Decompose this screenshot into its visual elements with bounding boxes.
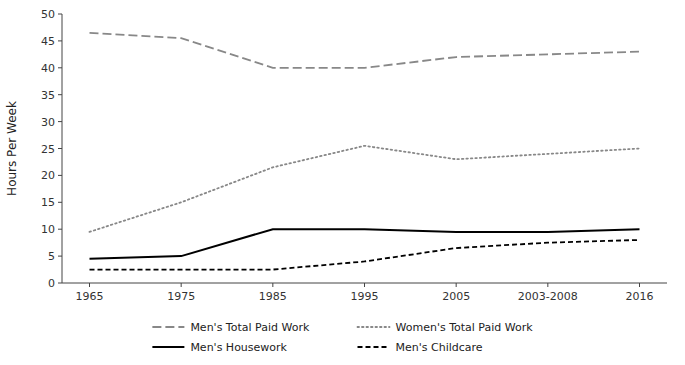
chart: 0 5 10 15 20 25 30 35 40 45 50 Hours Per Week 1965 19… [0,0,685,365]
x-tick [181,283,182,287]
y-tick [58,256,62,257]
x-tick [272,283,273,287]
x-tick-label: 1985 [259,290,287,303]
legend-swatch [358,326,390,328]
y-tick-label: 5 [48,250,55,263]
y-tick-label: 40 [41,62,55,75]
y-axis-label: Hours Per Week [5,101,19,196]
y-tick-label: 0 [48,277,55,290]
legend-label: Men's Total Paid Work [190,321,310,334]
x-tick-label: 2005 [442,290,470,303]
x-tick-label: 1995 [351,290,379,303]
y-tick-label: 20 [41,169,55,182]
legend-label: Men's Housework [190,341,287,354]
legend-swatch [152,346,184,348]
series-line [90,33,640,68]
x-tick [639,283,640,287]
y-tick-label: 10 [41,223,55,236]
plot-area [90,33,640,270]
x-tick [89,283,90,287]
y-tick [58,67,62,68]
legend-item: Men's Total Paid Work [152,321,310,334]
y-tick [58,283,62,284]
x-tick [547,283,548,287]
y-tick [58,202,62,203]
y-tick-label: 25 [41,143,55,156]
legend-label: Women's Total Paid Work [396,321,534,334]
y-tick-label: 45 [41,35,55,48]
legend: Men's Total Paid Work Women's Total Paid … [152,321,533,354]
y-tick [58,175,62,176]
x-tick [456,283,457,287]
series-line [90,229,640,259]
y-tick-label: 30 [41,116,55,129]
legend-swatch [358,346,390,348]
y-tick-label: 35 [41,89,55,102]
y-tick-label: 15 [41,196,55,209]
y-tick [58,94,62,95]
y-tick-label: 50 [41,8,55,21]
y-tick [58,229,62,230]
x-tick-label: 2003-2008 [518,290,578,303]
y-tick [58,148,62,149]
x-tick-label: 1965 [76,290,104,303]
legend-label: Men's Childcare [396,341,483,354]
x-tick-label: 2016 [626,290,654,303]
series-line [90,146,640,232]
legend-swatch [152,326,184,328]
y-tick [58,14,62,15]
legend-item: Men's Housework [152,341,287,354]
y-tick [58,121,62,122]
x-tick-label: 1975 [167,290,195,303]
x-tick [364,283,365,287]
series-line [90,240,640,270]
legend-item: Men's Childcare [358,341,483,354]
y-tick [58,40,62,41]
legend-item: Women's Total Paid Work [358,321,534,334]
